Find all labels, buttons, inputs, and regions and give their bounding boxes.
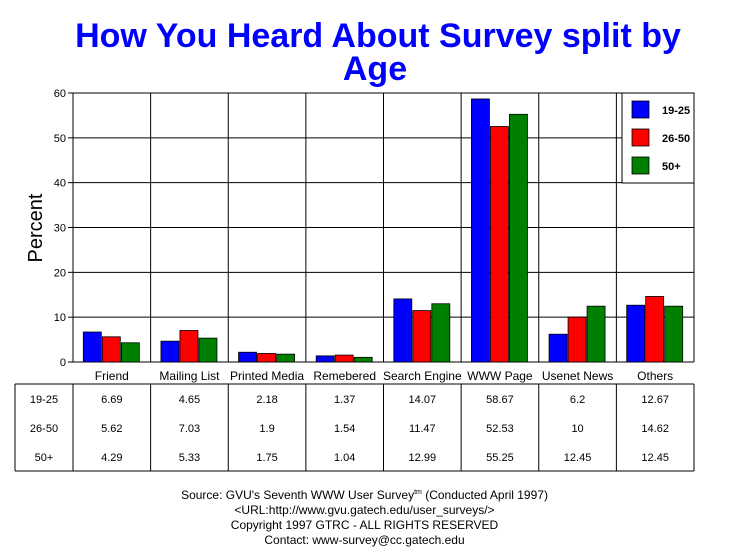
category-label: Printed Media [230,369,304,383]
chart: How You Heard About Survey split by Age … [14,17,695,472]
table-cell: 55.25 [486,452,514,464]
table-row-label-26-50: 26-50 [30,423,58,435]
bar-19-25 [393,298,413,363]
table-cell: 12.45 [641,452,669,464]
y-tick-label: 10 [54,312,66,324]
source-line: Source: GVU's Seventh WWW User Surveytm … [181,488,548,502]
y-tick-label: 0 [60,357,66,369]
table-cell: 12.45 [564,452,592,464]
x-categories: Friend Mailing List Printed Media Remebered… [95,369,673,383]
table-cell: 5.62 [101,423,122,435]
y-axis-label: Percent [25,193,47,262]
y-tick-label: 50 [54,133,66,145]
bar-26-50 [334,354,354,363]
bar-50+ [198,337,218,363]
legend-swatch-26-50 [631,128,650,147]
y-ticks: 0 10 20 30 40 50 60 [54,88,73,369]
category-label: Search Engine [383,369,462,383]
table-cell: 5.33 [179,452,200,464]
bar-26-50 [645,296,665,363]
table-cell: 6.2 [570,394,585,406]
bar-19-25 [238,351,257,363]
table-cell: 12.99 [409,452,437,464]
y-tick-label: 40 [54,178,66,190]
legend-label-26-50: 26-50 [662,133,690,145]
contact: Contact: www-survey@cc.gatech.edu [264,533,465,547]
bars [82,98,684,363]
table-cell: 1.9 [259,423,274,435]
table-cell: 4.29 [101,452,122,464]
table-cell: 1.54 [334,423,355,435]
table-cell: 58.67 [486,394,514,406]
bar-26-50 [179,330,199,363]
category-label: Mailing List [159,369,220,383]
category-label: Friend [95,369,129,383]
category-label: Usenet News [542,369,613,383]
bar-50+ [276,353,295,363]
legend: 19-25 26-50 50+ [621,92,695,184]
table-cell: 10 [571,423,583,435]
table-cell: 4.65 [179,394,200,406]
table-cell: 14.62 [641,423,669,435]
bar-26-50 [101,336,121,363]
footer: Source: GVU's Seventh WWW User Surveytm … [0,485,729,548]
legend-label-50+: 50+ [662,161,681,173]
data-table: 19-25 6.69 4.65 2.18 1.37 14.07 58.67 6.2 12.67 2… [14,383,695,472]
y-tick-label: 20 [54,267,66,279]
table-cell: 7.03 [179,423,200,435]
table-cell: 1.75 [256,452,277,464]
category-label: Others [637,369,673,383]
bar-50+ [664,305,684,363]
table-cell: 12.67 [641,394,669,406]
chart-title-line-2: Age [343,50,407,88]
bar-19-25 [160,340,180,363]
bar-26-50 [257,353,276,363]
bar-19-25 [82,331,102,363]
bar-19-25 [626,304,646,363]
table-cell: 1.37 [334,394,355,406]
copyright: Copyright 1997 GTRC - ALL RIGHTS RESERVE… [230,518,499,532]
bar-19-25 [471,98,490,363]
bar-19-25 [548,333,568,363]
bar-50+ [586,305,606,363]
table-cell: 1.04 [334,452,355,464]
table-cell: 2.18 [256,394,277,406]
table-cell: 11.47 [409,423,436,435]
bar-26-50 [490,126,509,363]
bar-50+ [353,356,373,363]
chart-title-line-1: How You Heard About Survey split by [75,17,681,55]
legend-label-19-25: 19-25 [662,105,690,117]
category-label: Remebered [313,369,376,383]
y-tick-label: 30 [54,223,66,235]
y-tick-label: 60 [54,88,66,100]
bar-50+ [431,303,451,363]
category-label: WWW Page [467,369,533,383]
table-cell: 6.69 [101,394,122,406]
table-cell: 14.07 [409,394,437,406]
table-row-label-50+: 50+ [35,452,54,464]
bar-50+ [120,342,140,363]
survey-url: <URL:http://www.gvu.gatech.edu/user_surv… [234,503,495,517]
legend-swatch-50+ [631,156,650,175]
bar-19-25 [315,355,335,363]
table-cell: 52.53 [486,423,514,435]
table-row-label-19-25: 19-25 [30,394,58,406]
legend-swatch-19-25 [631,100,650,119]
bar-26-50 [412,310,432,363]
bar-26-50 [567,316,587,363]
bar-50+ [509,113,528,363]
